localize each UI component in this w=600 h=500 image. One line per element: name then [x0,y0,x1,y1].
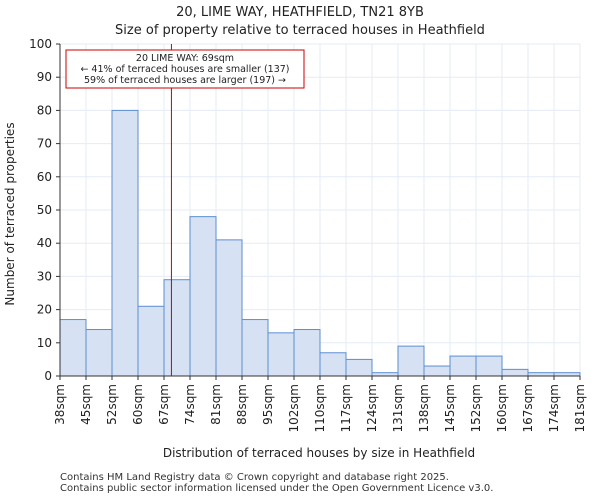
y-tick-label-70: 70 [37,137,52,151]
bar-60sqm [137,305,165,377]
x-tick-label-117sqm: 117sqm [339,384,353,432]
y-tick-labels: 0 10 20 30 40 50 60 70 80 90 100 [29,37,60,383]
x-tick-labels: 38sqm 45sqm 52sqm 60sqm 67sqm 74sqm 81sqm 88sqm… [53,376,587,432]
x-tick-label-60sqm: 60sqm [131,384,145,425]
y-tick-label-80: 80 [37,103,52,117]
y-tick-label-10: 10 [37,336,52,350]
bar-74sqm [189,216,217,377]
x-tick-label-81sqm: 81sqm [209,384,223,425]
x-tick-label-38sqm: 38sqm [53,384,67,425]
bar-131sqm [397,345,425,377]
bar-160sqm [501,368,529,377]
bar-45sqm [85,329,113,377]
x-tick-label-124sqm: 124sqm [365,384,379,432]
x-tick-label-145sqm: 145sqm [443,384,457,432]
marker: 20 LIME WAY: 69sqm← 41% of terraced hous… [65,44,305,376]
footer-line-1: Contains HM Land Registry data © Crown c… [60,472,449,483]
x-axis-label: Distribution of terraced houses by size … [163,446,475,460]
y-axis-label: Number of terraced properties [3,122,17,305]
bar-81sqm [215,239,243,377]
x-tick-label-131sqm: 131sqm [391,384,405,432]
x-tick-label-74sqm: 74sqm [183,384,197,425]
x-tick-label-160sqm: 160sqm [495,384,509,432]
x-tick-label-52sqm: 52sqm [105,384,119,425]
x-tick-label-152sqm: 152sqm [469,384,483,432]
x-tick-label-110sqm: 110sqm [313,384,327,432]
annotation-line-1: 20 LIME WAY: 69sqm [136,53,234,64]
x-tick-label-67sqm: 67sqm [157,384,171,425]
chart-title-line-2: Size of property relative to terraced ho… [115,23,485,38]
bars [59,109,581,377]
bar-38sqm [59,319,87,377]
bar-95sqm [267,332,295,377]
annotation-box [65,49,305,89]
histogram-chart: 0 10 20 30 40 50 60 70 80 90 100 38sqm 45sqm 52sqm 60… [3,37,587,460]
y-tick-label-0: 0 [44,369,52,383]
y-tick-label-60: 60 [37,170,52,184]
footer: Contains HM Land Registry data © Crown c… [60,472,493,494]
x-tick-label-181sqm: 181sqm [573,384,587,432]
footer-line-2: Contains public sector information licen… [60,483,494,494]
bar-138sqm [423,365,451,377]
bar-110sqm [319,352,347,377]
x-tick-label-88sqm: 88sqm [235,384,249,425]
annotation-line-3: 59% of terraced houses are larger (197) … [84,75,286,86]
x-tick-label-95sqm: 95sqm [261,384,275,425]
bar-67sqm [163,279,191,377]
y-tick-label-30: 30 [37,269,52,283]
y-tick-label-40: 40 [37,236,52,250]
y-tick-label-20: 20 [37,303,52,317]
chart-title-line-1: 20, LIME WAY, HEATHFIELD, TN21 8YB [176,5,424,20]
chart-title: 20, LIME WAY, HEATHFIELD, TN21 8YB Size … [0,4,600,40]
x-tick-label-138sqm: 138sqm [417,384,431,432]
y-tick-label-100: 100 [29,37,52,51]
x-tick-label-102sqm: 102sqm [287,384,301,432]
bar-117sqm [345,358,373,377]
bar-152sqm [475,355,503,377]
bar-145sqm [449,355,477,377]
y-tick-label-90: 90 [37,70,52,84]
x-tick-label-174sqm: 174sqm [547,384,561,432]
bar-88sqm [241,319,269,377]
x-tick-label-45sqm: 45sqm [79,384,93,425]
x-tick-label-167sqm: 167sqm [521,384,535,432]
annotation-line-2: ← 41% of terraced houses are smaller (13… [80,64,289,75]
bar-102sqm [293,329,321,377]
y-tick-label-50: 50 [37,203,52,217]
bar-52sqm [111,109,139,377]
